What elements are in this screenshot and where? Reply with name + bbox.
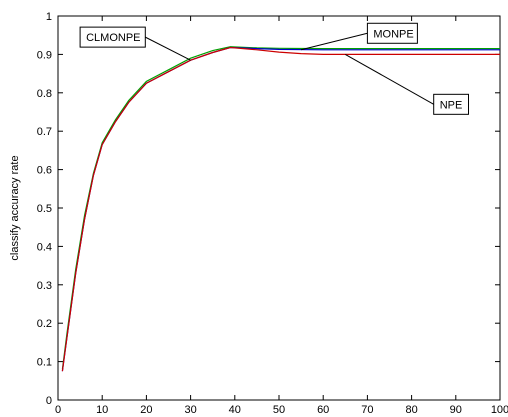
x-axis: 0 10 20 30 40 50 60 70 80 90 100 bbox=[55, 16, 508, 416]
annotation-leader-line bbox=[300, 32, 368, 51]
annotation-box bbox=[79, 26, 146, 48]
annotation-leader-line bbox=[145, 36, 191, 61]
annotation-npe: NPE bbox=[345, 53, 470, 115]
y-tick-label: 0.4 bbox=[37, 241, 52, 253]
y-tick-label: 1 bbox=[46, 11, 52, 23]
annotations: CLMONPE MONPE NPE bbox=[79, 22, 470, 115]
x-tick-label: 60 bbox=[317, 404, 329, 416]
x-tick-label: 100 bbox=[491, 404, 508, 416]
y-tick-label: 0.6 bbox=[37, 165, 52, 177]
y-axis-label: classify accuracy rate bbox=[9, 155, 21, 260]
x-tick-label: 70 bbox=[361, 404, 373, 416]
y-tick-label: 0.7 bbox=[37, 126, 52, 138]
x-tick-label: 30 bbox=[184, 404, 196, 416]
x-tick-label: 50 bbox=[273, 404, 285, 416]
series-lines bbox=[61, 46, 500, 372]
annotation-label: MONPE bbox=[373, 28, 413, 40]
x-tick-label: 10 bbox=[96, 404, 108, 416]
annotation-label: NPE bbox=[440, 99, 463, 111]
x-tick-label: 90 bbox=[450, 404, 462, 416]
series-line-npe bbox=[61, 46, 500, 372]
series-line-clmonpe bbox=[61, 46, 500, 370]
y-tick-label: 0.5 bbox=[37, 203, 52, 215]
annotation-monpe: MONPE bbox=[300, 22, 418, 51]
x-tick-label: 40 bbox=[229, 404, 241, 416]
x-tick-label: 20 bbox=[140, 404, 152, 416]
x-tick-label: 0 bbox=[55, 404, 61, 416]
y-axis: 0 0.1 0.2 0.3 0.4 0.5 0.6 0.7 0.8 0.9 1 bbox=[37, 11, 500, 407]
annotation-leader-line bbox=[345, 53, 434, 105]
annotation-label: CLMONPE bbox=[86, 32, 140, 44]
y-tick-label: 0.9 bbox=[37, 49, 52, 61]
annotation-clmonpe: CLMONPE bbox=[79, 26, 191, 61]
y-tick-label: 0.1 bbox=[37, 357, 52, 369]
y-tick-label: 0.3 bbox=[37, 280, 52, 292]
x-tick-label: 80 bbox=[405, 404, 417, 416]
y-tick-label: 0 bbox=[46, 395, 52, 407]
y-tick-label: 0.8 bbox=[37, 88, 52, 100]
y-tick-label: 0.2 bbox=[37, 318, 52, 330]
